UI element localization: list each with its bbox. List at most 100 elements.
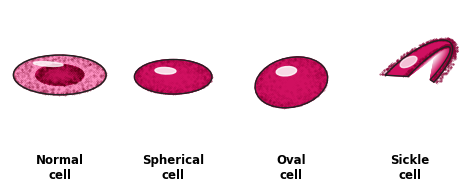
Polygon shape: [402, 46, 447, 73]
Ellipse shape: [35, 64, 85, 86]
Ellipse shape: [256, 58, 327, 107]
Ellipse shape: [55, 73, 64, 77]
Ellipse shape: [48, 70, 72, 80]
Ellipse shape: [24, 59, 96, 90]
Ellipse shape: [45, 69, 75, 81]
Ellipse shape: [138, 61, 209, 93]
Ellipse shape: [48, 70, 72, 80]
Ellipse shape: [282, 76, 301, 89]
Ellipse shape: [44, 68, 76, 82]
Ellipse shape: [151, 67, 195, 87]
Ellipse shape: [142, 63, 205, 91]
Ellipse shape: [48, 70, 71, 80]
Ellipse shape: [28, 61, 91, 88]
Ellipse shape: [36, 65, 83, 85]
Ellipse shape: [55, 73, 64, 77]
Polygon shape: [394, 43, 449, 77]
Ellipse shape: [44, 68, 76, 82]
Ellipse shape: [166, 73, 181, 80]
Ellipse shape: [38, 66, 81, 84]
Ellipse shape: [147, 65, 199, 88]
Polygon shape: [393, 43, 450, 78]
Polygon shape: [385, 40, 453, 82]
Ellipse shape: [57, 74, 62, 76]
Ellipse shape: [263, 62, 320, 102]
Ellipse shape: [58, 74, 61, 76]
Ellipse shape: [44, 68, 76, 82]
Ellipse shape: [40, 66, 80, 83]
Ellipse shape: [262, 61, 321, 103]
Ellipse shape: [16, 56, 104, 94]
Ellipse shape: [160, 71, 186, 83]
Ellipse shape: [268, 66, 315, 99]
Polygon shape: [392, 42, 450, 79]
Polygon shape: [395, 43, 449, 77]
Polygon shape: [405, 47, 445, 72]
Polygon shape: [400, 45, 447, 74]
Ellipse shape: [53, 72, 66, 78]
Ellipse shape: [275, 71, 308, 94]
Ellipse shape: [53, 72, 67, 78]
Ellipse shape: [168, 74, 179, 79]
Ellipse shape: [50, 71, 70, 79]
Ellipse shape: [32, 63, 88, 87]
Text: Spherical
cell: Spherical cell: [142, 154, 204, 182]
Ellipse shape: [50, 71, 70, 79]
Ellipse shape: [42, 67, 77, 82]
Ellipse shape: [280, 74, 303, 91]
Polygon shape: [408, 47, 445, 70]
Ellipse shape: [23, 59, 96, 91]
Ellipse shape: [25, 60, 95, 90]
Ellipse shape: [282, 75, 301, 89]
Ellipse shape: [52, 72, 67, 78]
Ellipse shape: [49, 70, 71, 80]
Ellipse shape: [164, 73, 182, 81]
Ellipse shape: [172, 76, 174, 77]
Ellipse shape: [33, 64, 86, 86]
Ellipse shape: [283, 77, 299, 88]
Ellipse shape: [158, 70, 189, 84]
Ellipse shape: [270, 68, 313, 97]
Ellipse shape: [18, 57, 101, 93]
Ellipse shape: [27, 61, 92, 89]
Ellipse shape: [158, 70, 188, 83]
Ellipse shape: [288, 80, 294, 85]
Ellipse shape: [22, 59, 98, 91]
Ellipse shape: [257, 59, 325, 106]
Ellipse shape: [137, 61, 210, 93]
Polygon shape: [402, 46, 447, 73]
Ellipse shape: [39, 66, 80, 84]
Polygon shape: [387, 41, 452, 81]
Ellipse shape: [28, 61, 91, 89]
Ellipse shape: [149, 66, 197, 88]
Ellipse shape: [269, 67, 314, 98]
Ellipse shape: [47, 70, 72, 80]
Ellipse shape: [54, 72, 65, 77]
Ellipse shape: [168, 75, 178, 79]
Ellipse shape: [36, 65, 84, 85]
Ellipse shape: [151, 67, 195, 87]
Ellipse shape: [20, 58, 100, 92]
Text: Oval
cell: Oval cell: [276, 154, 306, 182]
Ellipse shape: [265, 64, 318, 101]
Ellipse shape: [41, 67, 78, 83]
Ellipse shape: [271, 68, 312, 97]
Ellipse shape: [283, 76, 301, 89]
Polygon shape: [408, 48, 444, 70]
Ellipse shape: [284, 78, 298, 87]
Ellipse shape: [35, 64, 85, 86]
Ellipse shape: [57, 74, 62, 76]
Ellipse shape: [156, 69, 191, 85]
Ellipse shape: [278, 73, 304, 92]
Ellipse shape: [22, 59, 97, 91]
Ellipse shape: [34, 64, 85, 86]
Ellipse shape: [279, 73, 304, 91]
Ellipse shape: [23, 59, 96, 91]
Ellipse shape: [142, 63, 204, 91]
Ellipse shape: [143, 63, 203, 90]
Ellipse shape: [155, 68, 192, 85]
Ellipse shape: [263, 63, 319, 102]
Ellipse shape: [146, 65, 201, 89]
Ellipse shape: [26, 60, 93, 89]
Polygon shape: [399, 45, 447, 75]
